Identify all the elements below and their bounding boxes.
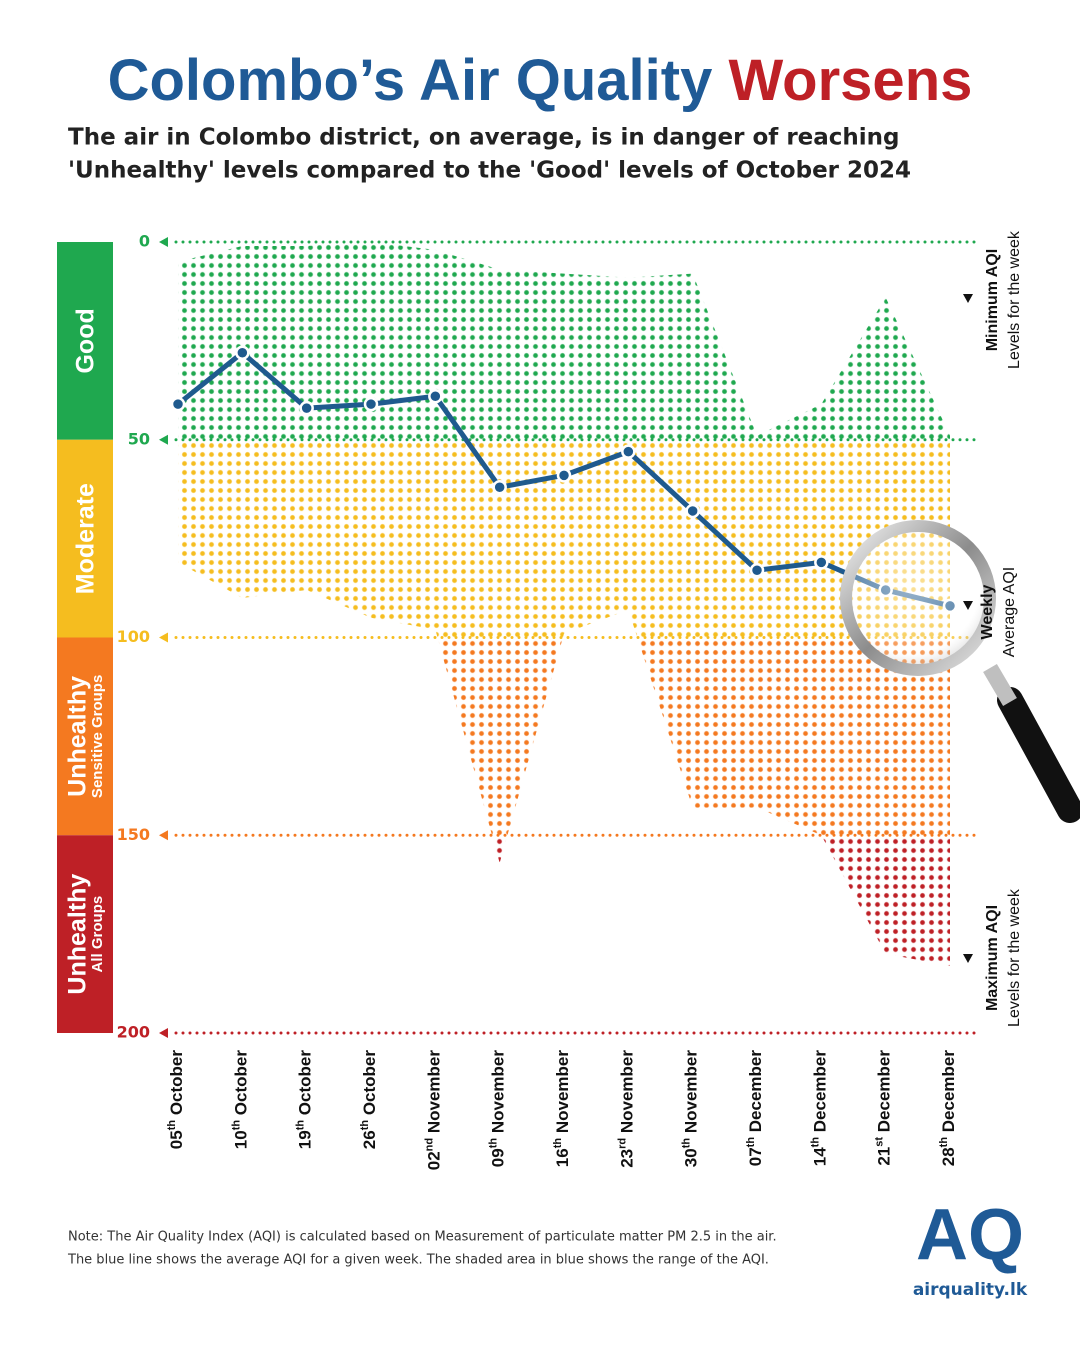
band-label: All Groups — [89, 896, 106, 973]
average-point — [299, 400, 314, 416]
average-point — [492, 479, 507, 495]
annotation-arrow — [963, 954, 973, 963]
x-tick-label: 21st December — [874, 1050, 895, 1166]
x-tick-label: 19th October — [295, 1050, 316, 1150]
y-tick-label: 0 — [139, 232, 150, 251]
average-point — [556, 468, 572, 483]
y-tick-label: 50 — [128, 429, 150, 448]
note: The blue line shows the average AQI for … — [67, 1253, 769, 1268]
logo-text: airquality.lk — [913, 1280, 1028, 1300]
x-tick-label: 23rd November — [616, 1050, 637, 1168]
note: Note: The Air Quality Index (AQI) is cal… — [68, 1230, 777, 1245]
average-point — [749, 563, 765, 578]
tick-arrow — [159, 237, 168, 247]
average-point — [170, 396, 186, 412]
range-area — [178, 242, 950, 966]
tick-arrow — [159, 632, 168, 643]
tick-arrow — [159, 434, 168, 445]
annotations: Minimum AQI Levels for the week Weekly Aver… — [963, 230, 1023, 1027]
x-tick-label: 05th October — [166, 1050, 187, 1150]
annotation: Maximum AQI — [984, 905, 1001, 1011]
tick-arrow — [159, 830, 168, 841]
title-part: Worsens — [728, 48, 972, 113]
average-point — [428, 388, 443, 404]
x-tick-label: 16th November — [552, 1050, 573, 1168]
magnifier — [840, 520, 1080, 823]
annotation-arrow — [963, 294, 973, 303]
band-block — [57, 439, 113, 638]
average-point — [621, 444, 636, 459]
annotation: Average AQI — [1001, 567, 1018, 657]
x-tick-label: 28th December — [938, 1050, 959, 1167]
x-tick-label: 30th November — [681, 1050, 702, 1168]
annotation: Levels for the week — [1006, 230, 1023, 369]
average-point — [363, 396, 379, 412]
band-block — [57, 242, 113, 440]
band-label: Moderate — [72, 483, 100, 594]
average-point — [814, 555, 829, 570]
band-block — [57, 835, 113, 1033]
y-tick-label: 200 — [117, 1023, 150, 1042]
subtitle: The air in Colombo district, on average,… — [68, 125, 900, 151]
annotation: Minimum AQI — [984, 249, 1001, 352]
x-tick-label: 14th December — [809, 1050, 830, 1167]
annotation-arrow — [963, 601, 973, 610]
y-tick-label: 150 — [117, 825, 150, 844]
band-label: Sensitive Groups — [89, 675, 106, 798]
x-tick-label: 26th October — [359, 1050, 380, 1150]
logo-mark: AQ — [916, 1195, 1024, 1275]
band-label: Unhealthy — [64, 874, 92, 995]
average-point — [235, 345, 250, 360]
x-tick-label: 02nd November — [423, 1050, 444, 1171]
x-tick-label: 07th December — [745, 1050, 766, 1167]
average-point — [685, 503, 700, 519]
band-label: Unhealthy — [64, 676, 92, 797]
annotation: Weekly — [979, 584, 996, 639]
chart-title: Colombo’s Air Quality Worsens — [108, 48, 973, 113]
subtitle: 'Unhealthy' levels compared to the 'Good… — [68, 158, 911, 184]
x-tick-label: 10th October — [230, 1050, 251, 1150]
tick-arrow — [159, 1028, 168, 1038]
band-block — [57, 637, 113, 836]
title-part: Colombo’s Air Quality — [108, 48, 713, 113]
annotation: Levels for the week — [1006, 888, 1023, 1027]
x-tick-label: 09th November — [488, 1050, 509, 1168]
y-tick-label: 100 — [117, 627, 150, 646]
band-label: Good — [72, 308, 100, 373]
